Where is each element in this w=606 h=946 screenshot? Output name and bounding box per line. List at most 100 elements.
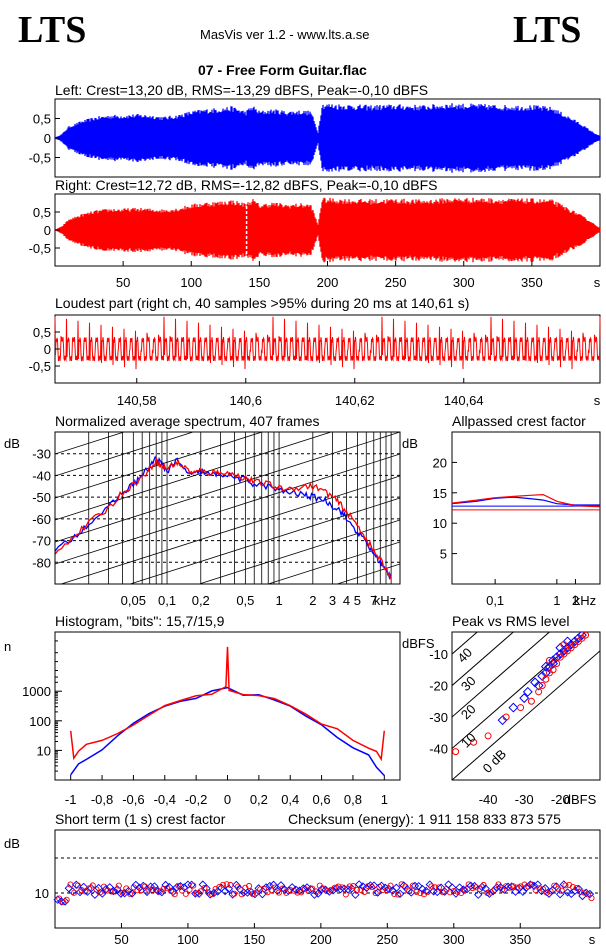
shortcrest-xtick-label: 250 [376,932,398,946]
shortcrest-point [247,887,256,897]
shortcrest-point [358,882,368,891]
checksum-text: Checksum (energy): 1 911 158 833 873 575 [288,811,561,827]
shortcrest-point [124,886,133,896]
histogram-xtick-label: 0,4 [281,792,299,807]
spectrum-xtick-label: 0,5 [236,593,254,608]
shortcrest-point [101,884,111,894]
shortcrest-xunit: s [589,932,596,946]
crest-ylabel: dB [402,436,418,451]
shortcrest-point [313,888,320,895]
logo-left: LTS [18,9,87,51]
spectrum-ytick-label: -70 [32,534,51,549]
right-channel-xtick-label: 250 [385,275,407,290]
shortcrest-point [302,883,312,892]
shortcrest-point [354,880,364,889]
loudest-ytick-label: 0 [44,342,51,357]
shortcrest-point [280,885,289,894]
peakrms-point [502,713,510,721]
shortcrest-point [362,883,371,893]
peakrms-xlabel: dBFS [564,792,597,807]
spectrum-series-line [55,457,392,580]
peakrms-point [484,732,492,740]
shortcrest-point [514,884,521,891]
shortcrest-point [574,884,583,894]
histogram-xtick-label: -0,2 [185,792,207,807]
histogram-xtick-label: 1 [381,792,388,807]
shortcrest-point [491,886,498,893]
shortcrest-point [98,889,107,898]
shortcrest-point [526,880,535,889]
loudest-ytick-label: 0,5 [33,325,51,340]
shortcrest-point [197,888,204,895]
shortcrest-point [246,882,253,890]
shortcrest-point [63,896,70,903]
shortcrest-point [584,891,591,898]
shortcrest-point [89,882,96,889]
histogram-ytick-label: 100 [29,714,51,729]
spectrum-xtick-label: 0,05 [121,593,146,608]
shortcrest-point [314,889,323,898]
shortcrest-point [451,889,461,898]
shortcrest-point [563,888,572,897]
shortcrest-point [219,881,227,888]
peakrms-diagonal [452,650,600,780]
shortcrest-point [171,891,178,898]
shortcrest-point [413,888,420,896]
shortcrest-point [232,880,241,890]
loudest-part-title: Loudest part (right ch, 40 samples >95% … [55,295,470,311]
histogram-series-line [70,686,385,777]
peakrms-diagonal-label: 20 [458,701,479,722]
app-title: MasVis ver 1.2 - www.lts.a.se [200,27,370,42]
histogram-ytick-label: 1000 [22,684,51,699]
shortcrest-point [517,883,524,890]
shortcrest-point [126,890,134,897]
shortcrest-xtick-label: 100 [177,932,199,946]
peakrms-ytick-label: -40 [429,742,448,757]
shortcrest-point [257,886,264,893]
loudest-waveform [54,316,601,370]
peakrms-diagonal-label: 30 [458,673,479,694]
peakrms-point [569,636,580,647]
right-channel-ytick-label: -0,5 [29,241,51,256]
spectrum-ytick-label: -30 [32,447,51,462]
right-channel-xtick-label: 350 [521,275,543,290]
spectrum-slope-line [55,278,400,388]
peakrms-point [562,642,573,653]
shortcrest-point [325,887,334,896]
shortcrest-point [555,890,565,899]
shortcrest-point [108,888,115,895]
shortcrest-point [507,882,516,891]
spectrum-ytick-label: -60 [32,512,51,527]
peakrms-point [548,655,559,666]
spectrum-slope-line [55,432,264,499]
shortcrest-frame [54,829,601,929]
spectrum-slope-line [335,563,400,584]
spectrum-xtick-label: 0,2 [192,593,210,608]
shortcrest-point [395,889,405,898]
peakrms-point [555,642,566,653]
shortcrest-point [558,887,565,894]
shortcrest-point [342,891,349,898]
spectrum-xtick-label: 0,1 [158,593,176,608]
peakrms-point [549,666,557,674]
peakrms-point [508,702,519,713]
crest-ytick-label: 5 [440,547,447,562]
shortcrest-point [127,889,137,898]
peakrms-point [548,658,559,669]
shortcrest-point [407,888,416,897]
right-channel-xunit: s [594,275,601,290]
shortcrest-point [425,880,435,889]
shortcrest-ytick-label: 10 [35,886,49,901]
shortcrest-point [112,888,119,895]
shortcrest-point [455,883,464,892]
peakrms-point [527,697,535,705]
loudest-xtick-label: 140,58 [117,393,157,408]
shortcrest-point [369,881,379,890]
peakrms-point [566,639,577,650]
shortcrest-point [510,883,517,890]
spectrum-slope-line [55,432,400,543]
histogram-xtick-label: 0,2 [250,792,268,807]
shortcrest-point [552,882,561,891]
crest-series-line [451,493,601,508]
